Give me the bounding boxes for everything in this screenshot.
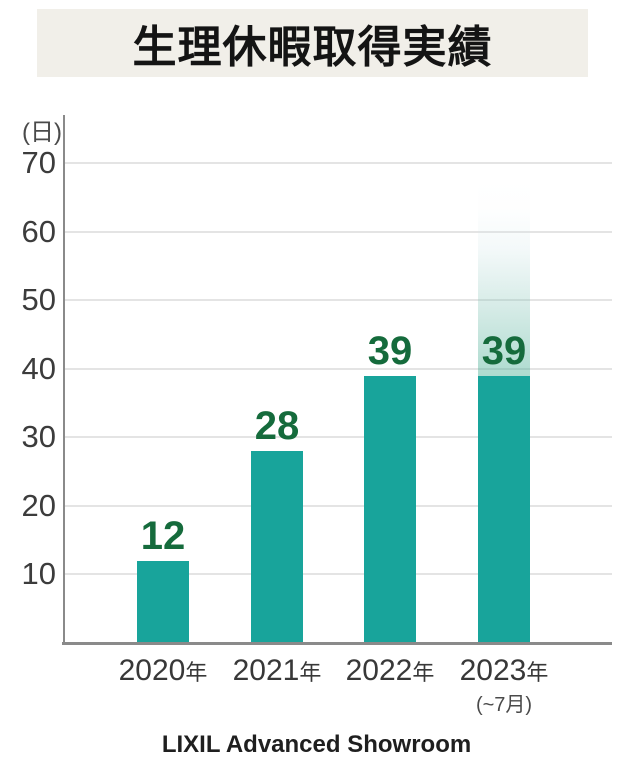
forecast-fade-gradient	[478, 180, 530, 376]
bar-value-label: 28	[254, 404, 300, 448]
title-banner: 生理休暇取得実績	[37, 9, 588, 77]
y-axis-unit-label: (日)	[22, 119, 62, 146]
page-title: 生理休暇取得実績	[132, 23, 493, 72]
x-axis-category-label: 2022年	[320, 654, 460, 688]
bar-2021年	[251, 451, 303, 643]
x-axis-year-text: 2022	[345, 654, 413, 687]
gridline	[64, 231, 612, 233]
y-axis-tick-label: 70	[21, 145, 56, 180]
bar-2023年	[478, 376, 530, 643]
x-axis-year-text: 2020	[118, 654, 186, 687]
y-axis-tick-label: 60	[21, 214, 56, 249]
x-axis-year-text: 2023	[459, 654, 527, 687]
x-axis-year-suffix: 年	[299, 660, 322, 685]
x-axis-year-suffix: 年	[412, 660, 435, 685]
x-axis-category-label: 2020年	[93, 654, 233, 688]
x-axis-category-label: 2021年	[207, 654, 347, 688]
bar-value-label: 12	[140, 514, 186, 558]
y-axis-tick-label: 40	[21, 351, 56, 386]
gridline	[64, 162, 612, 164]
y-axis-tick-label: 20	[21, 488, 56, 523]
gridline	[64, 299, 612, 301]
bar-value-label: 39	[367, 329, 413, 373]
bar-2022年	[364, 376, 416, 643]
x-axis-year-suffix: 年	[185, 660, 208, 685]
bar-2020年	[137, 561, 189, 643]
gridline	[64, 573, 612, 575]
x-axis-subnote: (~7月)	[475, 694, 533, 716]
gridline	[64, 505, 612, 507]
footer-text: LIXIL Advanced Showroom	[161, 731, 472, 758]
x-axis-category-label: 2023年	[434, 654, 574, 688]
x-axis-line	[62, 642, 612, 645]
y-axis-line	[63, 115, 65, 643]
gridline	[64, 436, 612, 438]
x-axis-year-text: 2021	[232, 654, 300, 687]
y-axis-tick-label: 50	[21, 282, 56, 317]
bar-value-label: 39	[481, 329, 527, 373]
y-axis-tick-label: 10	[21, 556, 56, 591]
x-axis-year-suffix: 年	[526, 660, 549, 685]
gridline	[64, 368, 612, 370]
y-axis-tick-label: 30	[21, 419, 56, 454]
